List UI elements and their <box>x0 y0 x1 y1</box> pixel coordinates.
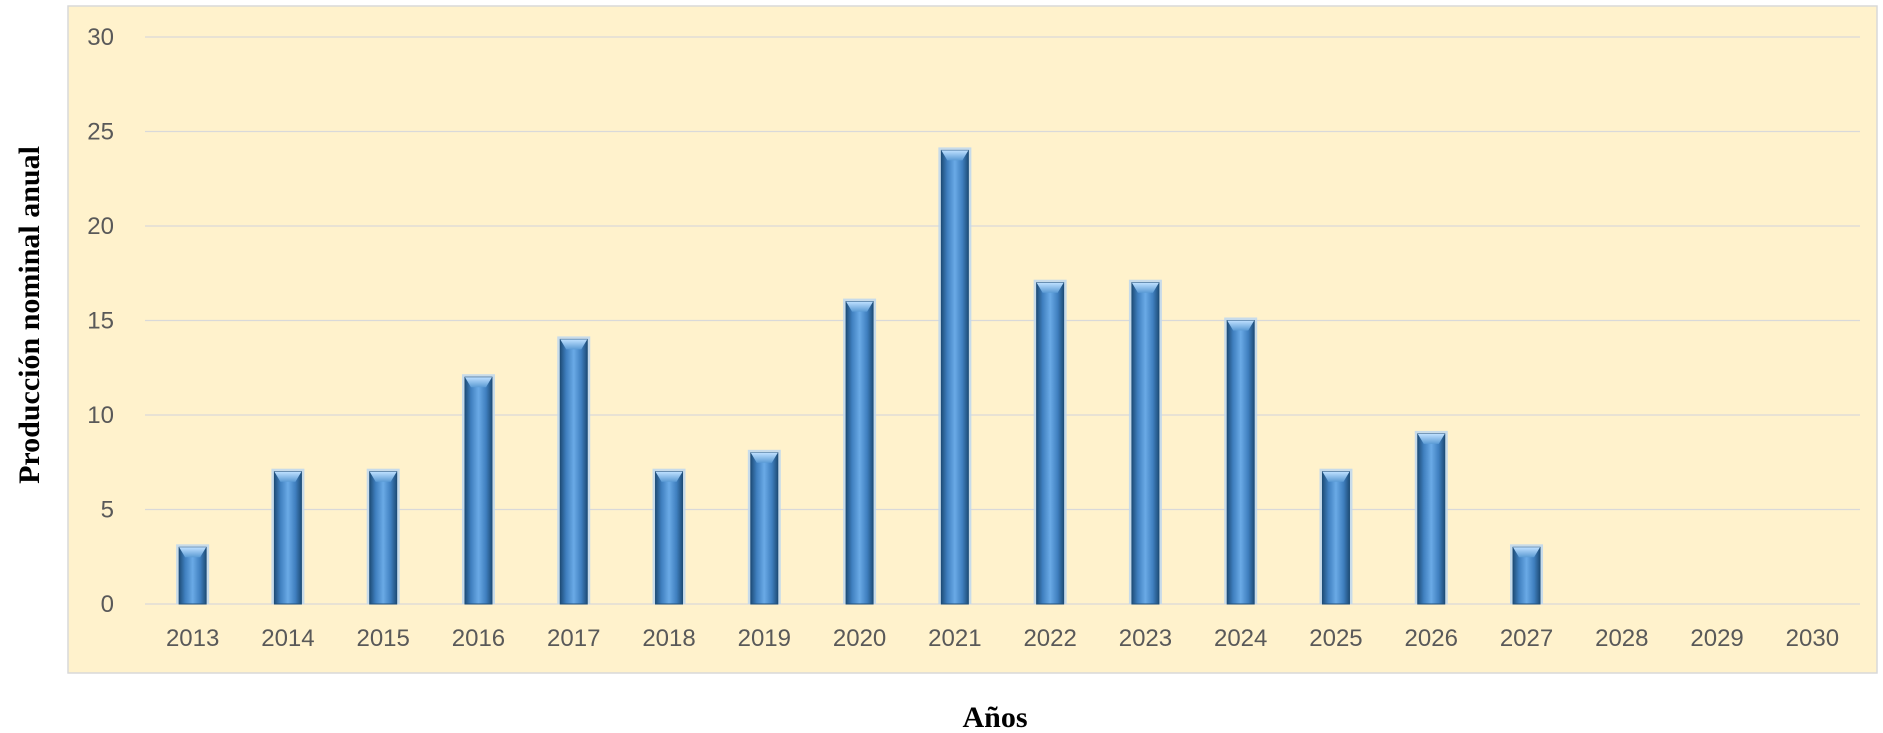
x-tick-label: 2025 <box>1309 625 1362 652</box>
bars <box>176 147 1544 605</box>
y-tick-label: 25 <box>87 119 114 146</box>
bar-2015 <box>366 468 400 605</box>
x-tick-label: 2023 <box>1119 625 1172 652</box>
bar-2022 <box>1033 279 1067 605</box>
bar-2025 <box>1319 468 1353 605</box>
x-tick-label: 2029 <box>1690 625 1743 652</box>
x-tick-label: 2013 <box>166 625 219 652</box>
y-tick-label: 20 <box>87 213 114 240</box>
bar-2026 <box>1414 430 1448 605</box>
bar-2014 <box>271 468 305 605</box>
bar-2016 <box>461 374 495 605</box>
y-tick-label: 15 <box>87 308 114 335</box>
x-tick-label: 2019 <box>738 625 791 652</box>
bar-2027 <box>1510 544 1544 605</box>
x-tick-label: 2021 <box>928 625 981 652</box>
bar-2023 <box>1128 279 1162 605</box>
x-tick-label: 2027 <box>1500 625 1553 652</box>
bar-2024 <box>1224 317 1258 605</box>
x-tick-label: 2016 <box>452 625 505 652</box>
plot-area-background <box>67 5 1878 674</box>
x-tick-label: 2024 <box>1214 625 1267 652</box>
y-tick-label: 5 <box>101 497 114 524</box>
x-tick-label: 2020 <box>833 625 886 652</box>
bar-2018 <box>652 468 686 605</box>
bar-2020 <box>843 298 877 605</box>
bar-2021 <box>938 147 972 605</box>
gridlines <box>145 36 1860 605</box>
y-tick-label: 10 <box>87 402 114 429</box>
x-tick-label: 2026 <box>1405 625 1458 652</box>
x-tick-label: 2018 <box>642 625 695 652</box>
x-axis-ticks: 2013 2014 2015 2016 2017 2018 2019 2020 2021 2022… <box>166 625 1839 652</box>
x-tick-label: 2028 <box>1595 625 1648 652</box>
y-tick-label: 30 <box>87 24 114 51</box>
x-tick-label: 2015 <box>356 625 409 652</box>
x-tick-label: 2014 <box>261 625 314 652</box>
x-tick-label: 2030 <box>1786 625 1839 652</box>
y-axis-ticks: 0 5 10 15 20 25 30 <box>87 24 114 618</box>
bar-2019 <box>747 449 781 605</box>
x-tick-label: 2017 <box>547 625 600 652</box>
x-tick-label: 2022 <box>1023 625 1076 652</box>
bar-2017 <box>557 336 591 605</box>
y-tick-label: 0 <box>101 591 114 618</box>
x-axis-title: Años <box>962 701 1027 733</box>
bar-2013 <box>176 544 210 605</box>
y-axis-title: Producción nominal anual <box>13 146 46 484</box>
